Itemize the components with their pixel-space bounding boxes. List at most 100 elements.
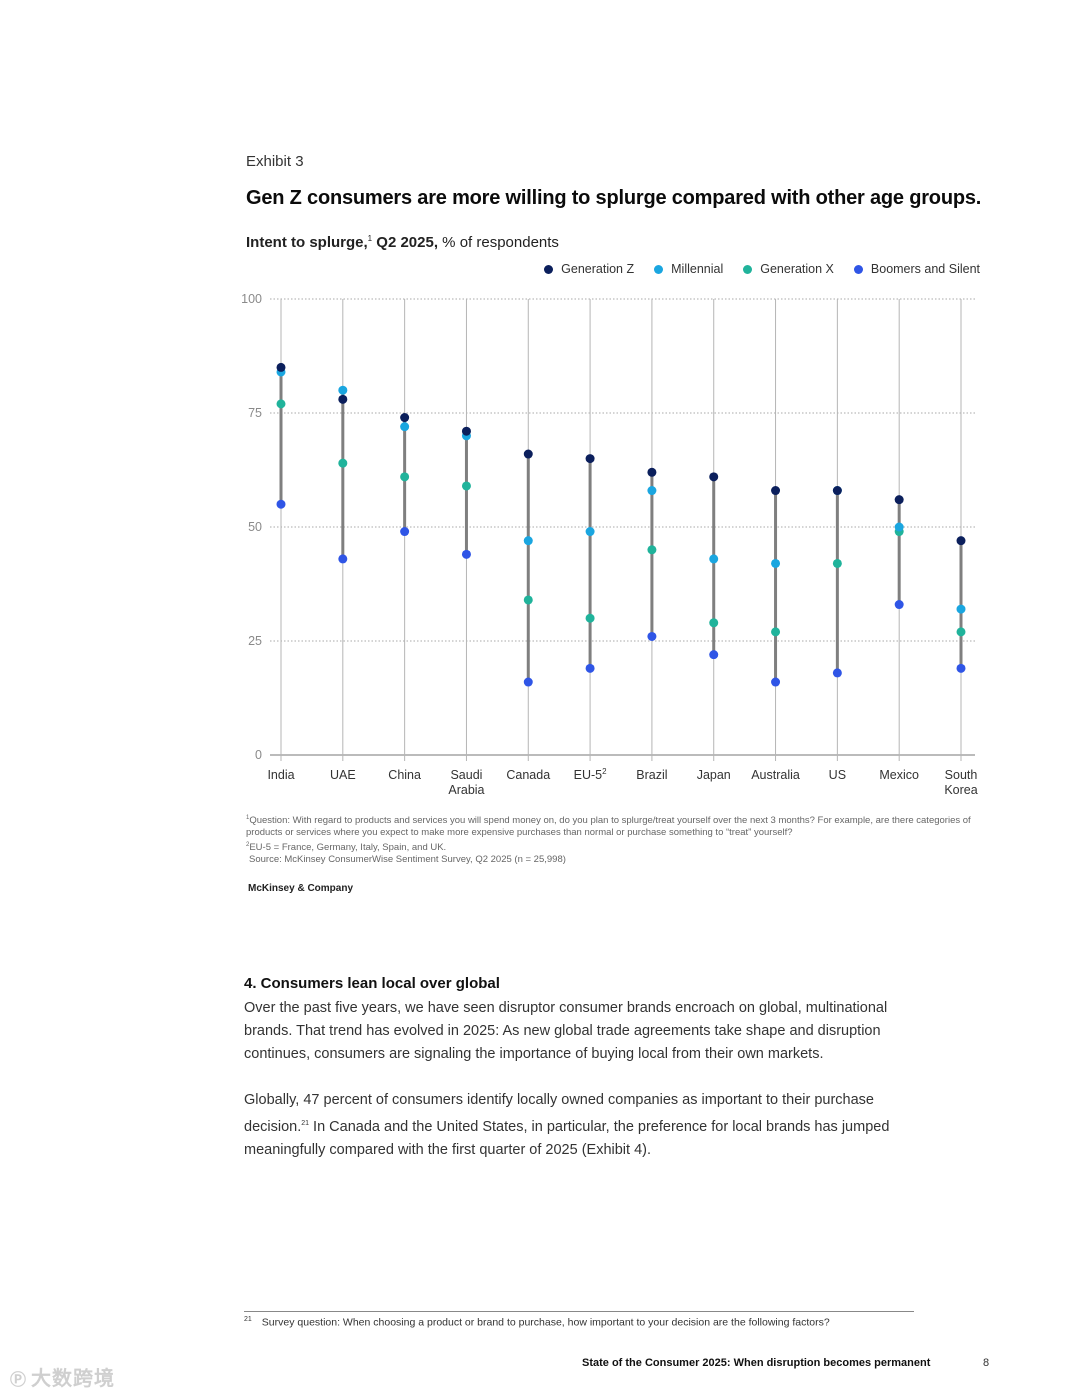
data-point: [709, 554, 719, 564]
x-tick-label: EU-52: [574, 767, 607, 782]
legend-item-millennial: Millennial: [654, 262, 723, 276]
x-tick-label: Saudi: [450, 768, 482, 782]
exhibit-title: Gen Z consumers are more willing to splu…: [246, 187, 982, 209]
x-tick-label: Mexico: [879, 768, 919, 782]
data-point: [338, 385, 348, 395]
data-point: [276, 499, 286, 509]
chart-subtitle-unit: % of respondents: [438, 234, 559, 251]
data-point: [894, 522, 904, 532]
data-point: [585, 527, 595, 537]
y-tick-label: 0: [255, 748, 262, 762]
data-point: [771, 627, 781, 637]
data-point: [523, 536, 533, 546]
y-tick-label: 100: [241, 292, 262, 306]
x-tick-label: South: [945, 768, 978, 782]
data-point: [894, 600, 904, 610]
y-tick-label: 25: [248, 634, 262, 648]
data-point: [956, 604, 966, 614]
data-point: [523, 449, 533, 459]
data-point: [647, 631, 657, 641]
legend-label: Boomers and Silent: [870, 262, 980, 276]
data-point: [956, 627, 966, 637]
legend-item-gen-x: Generation X: [743, 262, 834, 276]
watermark: Ⓟ 大数跨境: [10, 1362, 115, 1391]
data-point: [771, 677, 781, 687]
data-point: [461, 426, 471, 436]
footnote-text: EU-5 = France, Germany, Italy, Spain, an…: [249, 842, 447, 854]
data-point: [400, 527, 410, 537]
running-footer-title: State of the Consumer 2025: When disrupt…: [582, 1357, 931, 1369]
footnote-question: 1Question: With regard to products and s…: [246, 812, 981, 839]
data-point: [585, 454, 595, 464]
chart-subtitle-footnote-ref: 1: [367, 234, 373, 243]
page-number: 8: [983, 1357, 990, 1369]
data-point: [832, 486, 842, 496]
footnote-text: Question: With regard to products and se…: [246, 815, 971, 839]
section-heading: 4. Consumers lean local over global: [244, 975, 500, 992]
exhibit-label: Exhibit 3: [246, 153, 304, 170]
data-point: [585, 663, 595, 673]
x-tick-label: Canada: [506, 768, 550, 782]
footnote-text: Source: McKinsey ConsumerWise Sentiment …: [249, 854, 566, 866]
legend-dot-icon: [853, 264, 863, 274]
footnote-source: Source: McKinsey ConsumerWise Sentiment …: [246, 854, 981, 866]
paragraph-text: In Canada and the United States, in part…: [244, 1118, 890, 1158]
footnote-text: Survey question: When choosing a product…: [261, 1316, 830, 1329]
data-point: [461, 481, 471, 491]
company-credit: McKinsey & Company: [248, 883, 354, 894]
chart-subtitle: Intent to splurge,1 Q2 2025, % of respon…: [246, 234, 559, 251]
data-point: [832, 558, 842, 568]
data-point: [276, 362, 286, 372]
data-point: [276, 399, 286, 409]
data-point: [832, 668, 842, 678]
x-tick-label: Brazil: [636, 768, 667, 782]
body-paragraph-2: Globally, 47 percent of consumers identi…: [244, 1089, 914, 1162]
footnote-divider: [244, 1311, 914, 1312]
data-point: [461, 549, 471, 559]
x-tick-label: Arabia: [448, 783, 484, 797]
x-tick-label: China: [388, 768, 421, 782]
data-point: [647, 486, 657, 496]
data-point: [647, 467, 657, 477]
data-point: [400, 413, 410, 423]
y-tick-label: 50: [248, 520, 262, 534]
footnote-eu5: 2EU-5 = France, Germany, Italy, Spain, a…: [246, 839, 981, 854]
footnote-marker: 1: [246, 815, 250, 821]
data-point: [338, 394, 348, 404]
footnote-marker: 2: [246, 842, 250, 849]
data-point: [338, 458, 348, 468]
footnote-marker: 21: [244, 1316, 252, 1323]
legend-label: Generation X: [760, 262, 834, 276]
x-tick-label: UAE: [330, 768, 356, 782]
data-point: [523, 677, 533, 687]
body-paragraph-1: Over the past five years, we have seen d…: [244, 1000, 888, 1062]
chart-subtitle-measure: Intent to splurge,: [246, 234, 368, 251]
data-point: [400, 472, 410, 482]
data-point: [956, 536, 966, 546]
x-tick-label: Japan: [697, 768, 731, 782]
data-point: [585, 613, 595, 623]
legend-dot-icon: [544, 264, 554, 274]
x-tick-label: US: [829, 768, 846, 782]
legend-item-boomers: Boomers and Silent: [853, 262, 980, 276]
footnote-ref: 21: [301, 1120, 310, 1127]
legend-dot-icon: [743, 264, 753, 274]
page-footnote: 21 Survey question: When choosing a produ…: [244, 1316, 830, 1329]
data-point: [956, 663, 966, 673]
chart-legend: Generation Z Millennial Generation X Boo…: [0, 262, 980, 276]
data-point: [709, 650, 719, 660]
data-point: [894, 495, 904, 505]
chart-subtitle-period: Q2 2025,: [372, 234, 439, 251]
paragraph-text: Globally, 47 percent of consumers identi…: [244, 1092, 874, 1135]
legend-label: Generation Z: [561, 262, 635, 276]
data-point: [400, 422, 410, 432]
data-point: [523, 595, 533, 605]
data-point: [709, 472, 719, 482]
legend-dot-icon: [654, 264, 664, 274]
data-point: [709, 618, 719, 628]
data-point: [771, 486, 781, 496]
x-tick-label: Australia: [751, 768, 800, 782]
y-tick-label: 75: [248, 406, 262, 420]
legend-label: Millennial: [671, 262, 724, 276]
